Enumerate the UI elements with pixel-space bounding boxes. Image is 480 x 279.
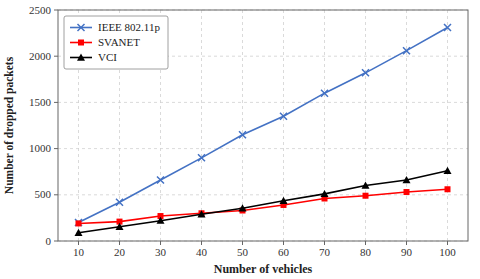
x-tick-label: 30	[155, 246, 167, 258]
y-tick-label: 1500	[29, 96, 52, 108]
x-grid-line	[447, 10, 448, 241]
series-marker	[363, 193, 369, 199]
axes: 0 500 1000 1500 2000 2500 10 20 30 40 50 60 70 80 90 10…	[29, 4, 468, 259]
x-tick-label: 80	[360, 246, 372, 258]
legend-label: VCI	[98, 51, 117, 63]
x-tick	[447, 241, 448, 245]
series-line	[79, 189, 448, 223]
legend-label: SVANET	[98, 36, 140, 48]
series-line	[79, 171, 448, 233]
y-tick-label: 2000	[29, 50, 52, 62]
series-marker	[280, 113, 287, 120]
series-marker	[157, 177, 164, 184]
chart: 0 500 1000 1500 2000 2500 10 20 30 40 50 60 70 80 90 10…	[0, 0, 480, 279]
x-axis-label: Number of vehicles	[214, 262, 313, 276]
x-tick	[324, 241, 325, 245]
y-tick	[54, 10, 58, 11]
legend-box	[64, 16, 168, 69]
y-tick-label: 500	[35, 188, 52, 200]
series-marker	[116, 223, 124, 230]
y-tick-label: 0	[46, 235, 52, 247]
x-grid-line	[365, 10, 366, 241]
y-axis-label: Number of dropped packets	[3, 56, 16, 194]
series-marker	[362, 69, 369, 76]
series-marker	[76, 220, 82, 226]
series-marker	[75, 219, 82, 226]
legend-marker	[78, 40, 84, 46]
series-marker	[116, 199, 123, 206]
x-tick	[201, 241, 202, 245]
x-grid-line	[406, 10, 407, 241]
legend-marker	[78, 24, 85, 31]
y-tick	[54, 102, 58, 103]
y-tick	[54, 241, 58, 242]
x-tick	[119, 241, 120, 245]
series	[75, 167, 452, 236]
series-marker	[75, 229, 83, 236]
series-marker	[239, 204, 247, 211]
plot-area	[58, 10, 468, 241]
x-tick-label: 20	[114, 246, 126, 258]
x-tick-label: 50	[237, 246, 249, 258]
series-marker	[362, 182, 370, 189]
series-marker	[403, 47, 410, 54]
series-marker	[444, 24, 451, 31]
x-tick	[365, 241, 366, 245]
x-grid-line	[324, 10, 325, 241]
series-marker	[321, 190, 329, 197]
x-tick-label: 60	[278, 246, 290, 258]
x-tick	[78, 241, 79, 245]
series-marker	[403, 176, 411, 183]
series-marker	[198, 154, 205, 161]
x-tick-label: 100	[439, 246, 456, 258]
series	[76, 186, 451, 226]
x-tick	[283, 241, 284, 245]
series-marker	[157, 217, 165, 224]
y-tick	[54, 194, 58, 195]
y-tick-label: 1000	[29, 142, 52, 154]
series-marker	[445, 186, 451, 192]
y-tick	[54, 56, 58, 57]
grid	[58, 10, 468, 241]
x-tick-label: 10	[73, 246, 85, 258]
series-marker	[280, 197, 288, 204]
x-tick	[406, 241, 407, 245]
plot-frame	[58, 10, 468, 241]
series-marker	[444, 167, 452, 174]
x-tick-label: 90	[401, 246, 413, 258]
x-tick	[242, 241, 243, 245]
legend: IEEE 802.11p SVANET VCI	[64, 16, 168, 69]
legend-label: IEEE 802.11p	[98, 21, 160, 33]
x-grid-line	[201, 10, 202, 241]
x-tick	[160, 241, 161, 245]
series-marker	[404, 189, 410, 195]
y-tick	[54, 148, 58, 149]
legend-marker	[77, 54, 85, 61]
x-tick-label: 70	[319, 246, 331, 258]
series-marker	[198, 210, 206, 217]
series-marker	[239, 131, 246, 138]
series-marker	[321, 90, 328, 97]
x-tick-label: 40	[196, 246, 208, 258]
y-tick-label: 2500	[29, 4, 52, 16]
